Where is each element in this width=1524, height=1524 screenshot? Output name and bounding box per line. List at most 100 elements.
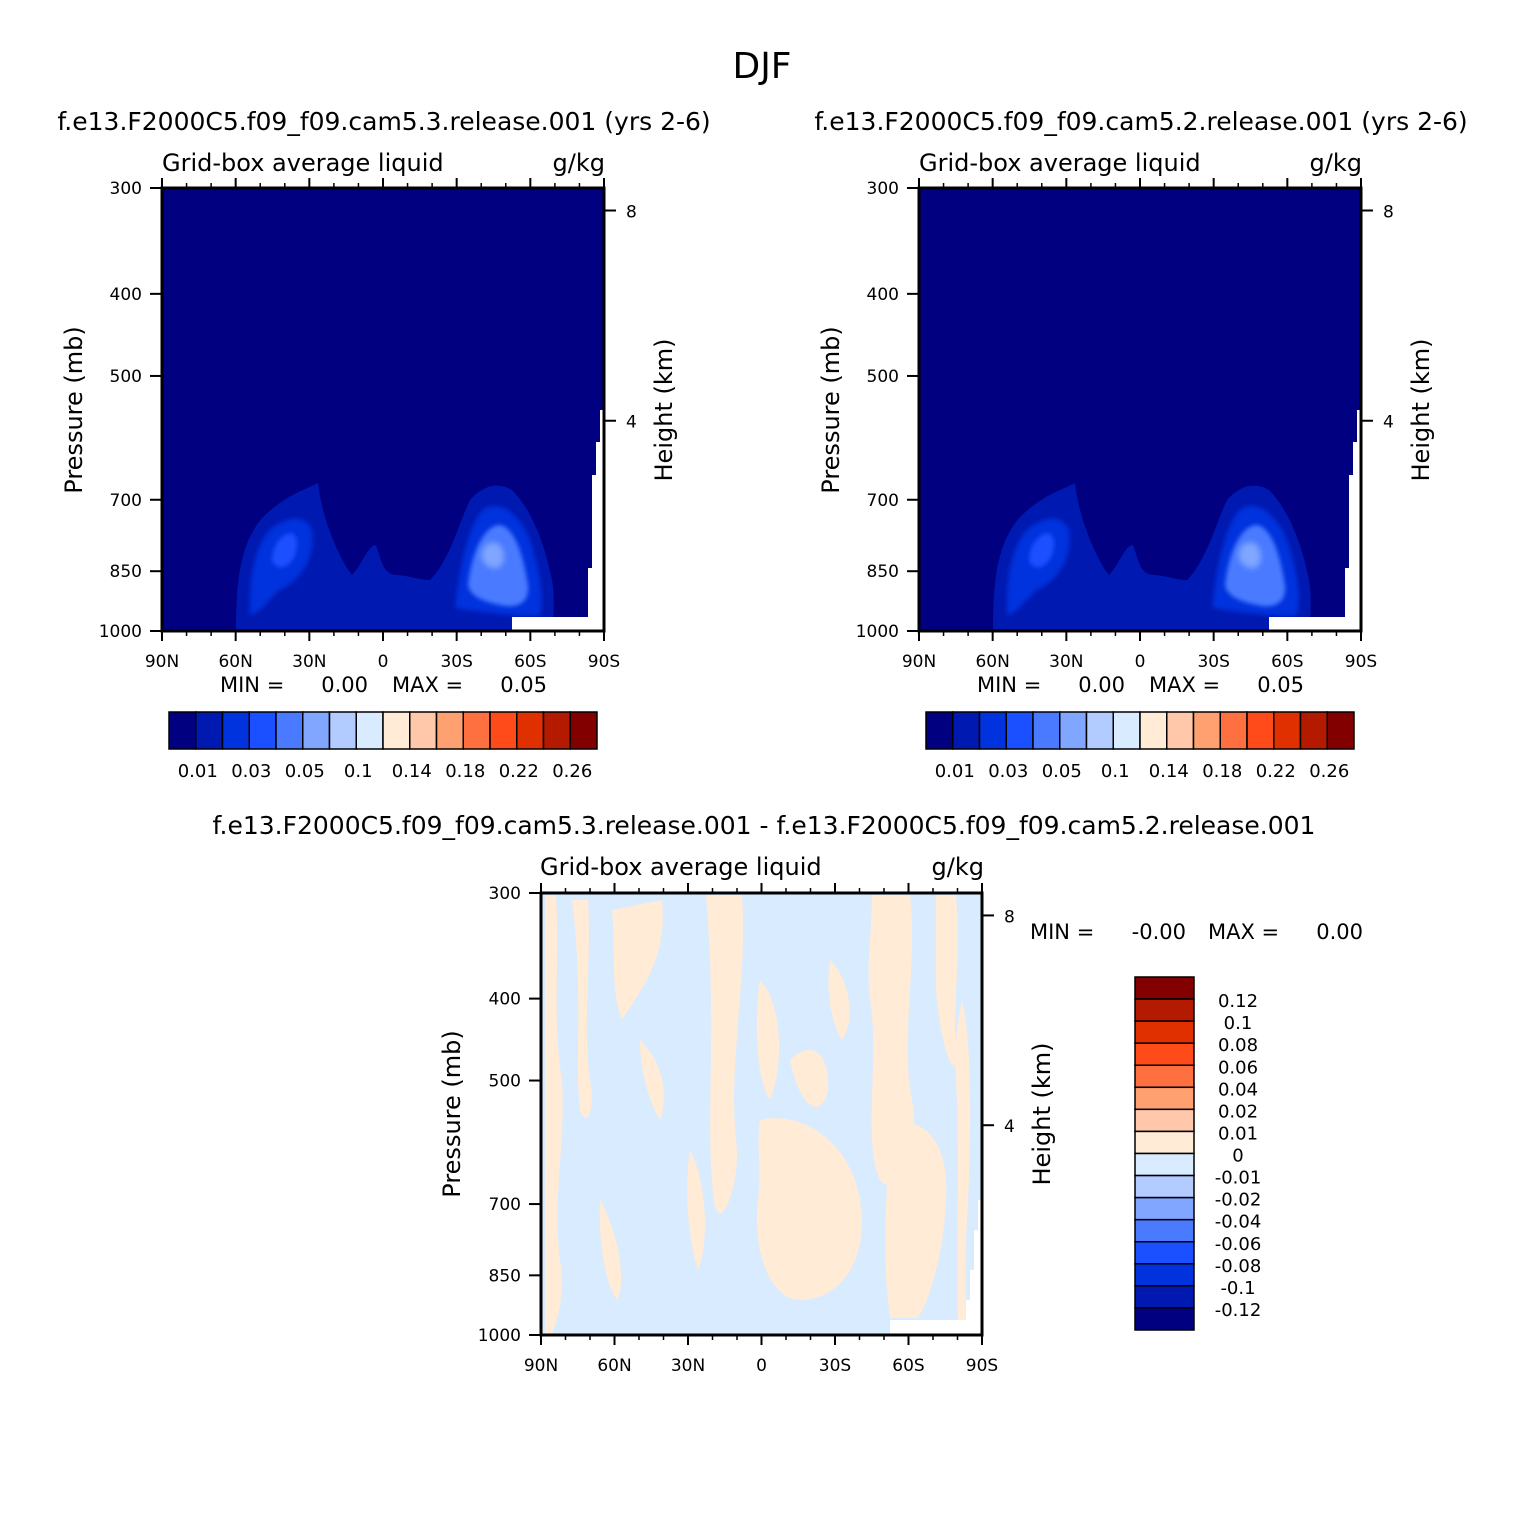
x-tick-label: 90N xyxy=(145,652,179,672)
min-max-text: MIN = -0.00 MAX = 0.00 xyxy=(1030,920,1363,944)
colorbar-swatch xyxy=(1134,1263,1195,1287)
y-tick-label: 400 xyxy=(867,285,899,305)
y-tick-label: 400 xyxy=(489,990,521,1010)
x-tick-label: 30S xyxy=(440,652,472,672)
y-tick-label: 500 xyxy=(489,1072,521,1092)
colorbar-label: 0.01 xyxy=(935,761,975,782)
x-tick-label: 60N xyxy=(975,652,1009,672)
colorbar-swatch xyxy=(1166,711,1195,750)
y-tick-label: 1000 xyxy=(99,622,142,642)
x-tick-label: 30S xyxy=(1197,652,1229,672)
x-tick-label: 90S xyxy=(588,652,620,672)
y-right-tick-label: 8 xyxy=(626,202,637,222)
positive-diff-patch xyxy=(828,960,850,1040)
min-value: 0.00 xyxy=(1078,673,1125,697)
colorbar-swatch xyxy=(302,711,331,750)
colorbar-label: 0.18 xyxy=(445,761,485,782)
x-tick-label: 0 xyxy=(756,1356,767,1376)
contour-fill xyxy=(236,483,554,631)
colorbar-swatch xyxy=(1134,1241,1195,1265)
contour-0-03-nh xyxy=(272,533,298,568)
colorbar-swatch xyxy=(952,711,981,750)
contour-0-05-sh xyxy=(481,542,504,569)
units-label: g/kg xyxy=(1310,149,1362,177)
colorbar-label: -0.12 xyxy=(1215,1300,1262,1321)
positive-diff-patch xyxy=(756,1118,862,1300)
colorbar-swatch xyxy=(1059,711,1088,750)
x-tick-label: 30N xyxy=(1049,652,1083,672)
colorbar-label: -0.02 xyxy=(1215,1190,1262,1211)
positive-diff-patch xyxy=(599,1200,622,1300)
colorbar-label: -0.1 xyxy=(1220,1278,1255,1299)
variable-label: Grid-box average liquid xyxy=(919,149,1201,177)
min-value: 0.00 xyxy=(321,673,368,697)
colorbar-label: 0.12 xyxy=(1218,991,1258,1012)
colorbar-swatch xyxy=(542,711,571,750)
colorbar-label: 0.02 xyxy=(1218,1101,1258,1122)
colorbar-swatch xyxy=(1134,1108,1195,1133)
below-surface-mask xyxy=(512,410,604,631)
x-tick-label: 60S xyxy=(514,652,546,672)
colorbar-swatch xyxy=(1134,1307,1195,1331)
positive-diff-patch xyxy=(572,900,592,1119)
colorbar-swatch xyxy=(1299,711,1328,750)
x-tick-label: 90N xyxy=(902,652,936,672)
plot-area xyxy=(539,891,984,1337)
colorbar-label: 0.22 xyxy=(499,761,539,782)
max-value: 0.00 xyxy=(1316,920,1363,944)
positive-diff-patch xyxy=(545,895,563,1335)
colorbar-swatch xyxy=(1134,1285,1195,1309)
max-value: 0.05 xyxy=(500,673,547,697)
y-right-axis-title: Height (km) xyxy=(1407,339,1435,482)
case-title: f.e13.F2000C5.f09_f09.cam5.3.release.001… xyxy=(57,107,710,136)
colorbar-label: -0.08 xyxy=(1215,1256,1262,1277)
positive-diff-patch xyxy=(687,1150,705,1270)
colorbar-label: -0.04 xyxy=(1215,1212,1262,1233)
y-tick-label: 850 xyxy=(867,562,899,582)
contour-0-05-sh xyxy=(1238,542,1261,569)
max-label: MAX = xyxy=(392,673,463,697)
colorbar-swatch xyxy=(328,711,357,750)
positive-diff-patch xyxy=(706,895,744,1214)
max-label: MAX = xyxy=(1208,920,1279,944)
x-tick-label: 0 xyxy=(378,652,389,672)
colorbar-swatch xyxy=(168,711,197,750)
colorbar-swatch xyxy=(1139,711,1168,750)
colorbar-label: -0.01 xyxy=(1215,1168,1262,1189)
colorbar-swatch xyxy=(1134,1152,1195,1177)
difference-patches xyxy=(545,895,971,1335)
colorbar: 0.01 0.03 0.05 0.1 0.14 0.18 0.22 0.26 xyxy=(925,711,1355,782)
y-right-axis-title: Height (km) xyxy=(1028,1043,1056,1186)
below-surface-mask xyxy=(890,1200,982,1335)
y-axis-title: Pressure (mb) xyxy=(438,1030,466,1197)
y-right-tick-label: 4 xyxy=(1004,1117,1015,1137)
y-tick-label: 1000 xyxy=(856,622,899,642)
y-tick-label: 1000 xyxy=(478,1326,521,1346)
panel-top-left: f.e13.F2000C5.f09_f09.cam5.3.release.001… xyxy=(57,107,710,782)
variable-label: Grid-box average liquid xyxy=(540,853,822,881)
y-axis-title: Pressure (mb) xyxy=(60,326,88,493)
positive-diff-patch xyxy=(756,980,780,1100)
min-max-text: MIN = 0.00 MAX = 0.05 xyxy=(220,673,547,697)
y-right-tick-label: 4 xyxy=(626,413,637,433)
y-right-tick-label: 8 xyxy=(1004,907,1015,927)
case-title: f.e13.F2000C5.f09_f09.cam5.2.release.001… xyxy=(814,107,1467,136)
colorbar-swatch xyxy=(1273,711,1302,750)
y-tick-label: 300 xyxy=(110,179,142,199)
positive-diff-patch xyxy=(885,1123,947,1318)
colorbar-swatch xyxy=(1134,1196,1195,1221)
colorbar-swatch xyxy=(925,711,954,750)
colorbar-swatch xyxy=(195,711,224,750)
colorbar-swatch xyxy=(1112,711,1141,750)
colorbar-label: 0.05 xyxy=(1042,761,1082,782)
case-title: f.e13.F2000C5.f09_f09.cam5.3.release.001… xyxy=(213,811,1316,840)
y-tick-label: 700 xyxy=(110,491,142,511)
colorbar-label: 0.08 xyxy=(1218,1035,1258,1056)
colorbar-label: 0.26 xyxy=(1309,761,1349,782)
x-tick-label: 60N xyxy=(218,652,252,672)
x-tick-label: 0 xyxy=(1135,652,1146,672)
axes-ticks: 90N 60N 30N 0 30S 60S 90S 300 400 500 700 850 1000 8 4 xyxy=(99,178,637,672)
min-label: MIN = xyxy=(220,673,284,697)
x-tick-label: 90S xyxy=(1345,652,1377,672)
